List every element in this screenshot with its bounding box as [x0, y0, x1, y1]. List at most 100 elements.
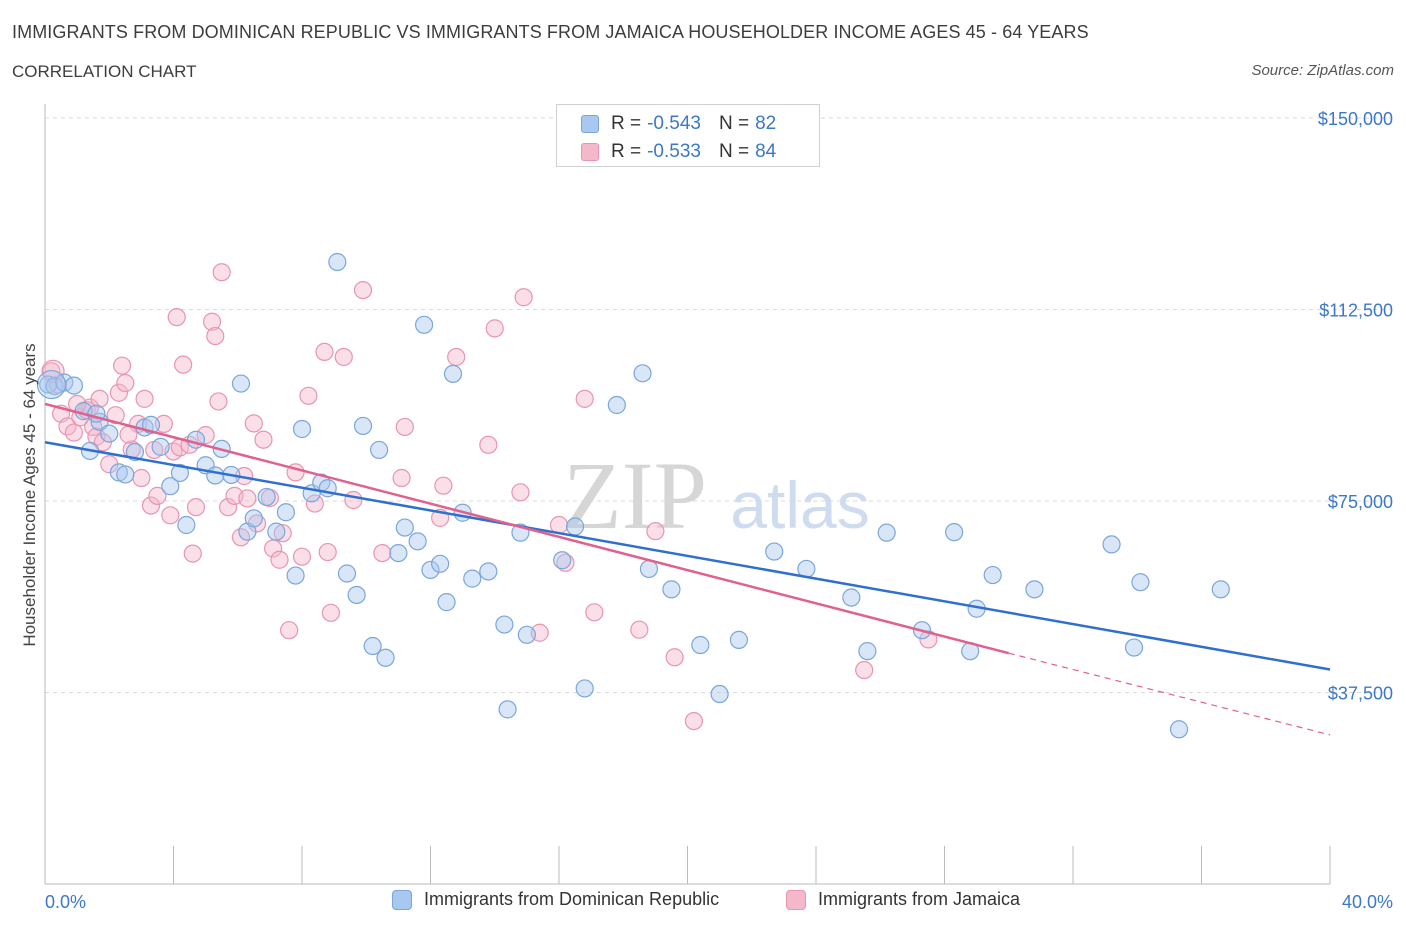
x-tick-label: 40.0% — [1342, 892, 1393, 912]
series-jamaica-points — [41, 263, 938, 731]
point-jamaica — [196, 426, 215, 445]
correlation-legend: R = -0.543 N = 82 R = -0.533 N = 84 — [556, 104, 820, 167]
point-jamaica — [206, 326, 225, 346]
point-jamaica — [109, 383, 128, 402]
point-jamaica — [119, 425, 138, 444]
point-jamaica — [112, 356, 132, 375]
watermark-zip: ZIP — [563, 442, 707, 549]
point-jamaica — [212, 263, 231, 282]
point-jamaica — [575, 389, 594, 408]
legend-r-value: -0.533 — [647, 141, 701, 162]
legend-swatch-pink — [581, 143, 599, 161]
point-dominican — [729, 630, 749, 650]
point-jamaica — [684, 711, 704, 731]
point-jamaica — [238, 489, 257, 508]
point-jamaica — [315, 342, 334, 361]
point-jamaica — [299, 386, 318, 405]
point-jamaica — [141, 496, 161, 515]
point-dominican — [1169, 720, 1189, 739]
point-jamaica — [186, 498, 206, 517]
point-dominican — [479, 562, 498, 581]
point-dominican — [45, 377, 64, 396]
legend-n-key: N = — [718, 113, 750, 134]
point-jamaica — [395, 417, 414, 437]
point-jamaica — [373, 543, 392, 563]
y-tick-label: $150,000 — [1318, 109, 1393, 129]
trendline-jamaica — [44, 402, 1010, 655]
point-jamaica — [344, 490, 363, 510]
point-jamaica — [485, 319, 504, 338]
x-tick-labels: 0.0% 40.0% — [45, 892, 1393, 912]
legend-r-key: R = — [611, 141, 642, 162]
bottom-legend-dominican: Immigrants from Dominican Republic — [392, 889, 719, 910]
point-jamaica — [116, 373, 135, 393]
point-dominican — [495, 615, 514, 634]
point-jamaica — [630, 620, 649, 639]
y-tick-label: $37,500 — [1328, 684, 1393, 704]
point-jamaica — [244, 414, 263, 433]
legend-n-value: 82 — [755, 113, 777, 134]
point-dominican — [443, 364, 463, 383]
point-dominican — [945, 523, 964, 542]
trendline-jamaica-extension — [1008, 652, 1331, 736]
point-jamaica — [280, 621, 299, 640]
point-dominican — [408, 532, 427, 551]
point-jamaica — [135, 389, 154, 408]
point-jamaica — [665, 648, 684, 667]
point-dominican — [1124, 638, 1144, 657]
point-dominican — [498, 700, 517, 719]
point-jamaica — [514, 288, 533, 307]
point-jamaica — [318, 542, 337, 562]
point-jamaica — [148, 486, 167, 505]
point-dominican — [517, 625, 536, 644]
point-dominican — [100, 424, 119, 443]
point-dominican — [1102, 535, 1121, 554]
axes — [44, 104, 1331, 885]
point-dominican — [389, 543, 408, 563]
point-dominican — [370, 440, 389, 460]
point-dominican — [877, 523, 896, 542]
point-dominican — [206, 466, 225, 485]
point-dominican — [353, 416, 373, 436]
point-jamaica — [855, 660, 874, 680]
bottom-legend-swatch-blue — [392, 889, 412, 910]
point-jamaica — [434, 476, 453, 495]
point-dominican — [276, 503, 296, 522]
legend-row-dominican: R = -0.543 N = 82 — [581, 112, 776, 136]
point-dominican — [565, 517, 585, 536]
bottom-legend-label: Immigrants from Dominican Republic — [424, 889, 720, 909]
point-jamaica — [305, 494, 324, 513]
point-dominican — [575, 679, 594, 698]
point-jamaica — [154, 414, 173, 433]
point-dominican — [437, 593, 456, 612]
point-jamaica — [321, 603, 341, 622]
point-jamaica — [64, 423, 84, 442]
bottom-legend-swatch-pink — [786, 889, 806, 910]
point-dominican — [286, 566, 305, 585]
point-dominican — [431, 554, 450, 573]
point-dominican — [363, 636, 382, 656]
point-dominican — [1131, 573, 1150, 592]
point-dominican — [710, 684, 729, 704]
y-tick-label: $75,000 — [1328, 492, 1393, 512]
point-dominican — [64, 376, 84, 395]
point-dominican — [842, 588, 861, 607]
point-jamaica — [106, 406, 125, 425]
x-tick-label: 0.0% — [45, 892, 86, 912]
point-jamaica — [646, 522, 665, 541]
point-jamaica — [132, 468, 151, 488]
legend-n-key: N = — [718, 141, 750, 162]
point-dominican — [395, 518, 414, 537]
trendlines — [44, 402, 1331, 736]
point-jamaica — [447, 347, 466, 367]
point-jamaica — [254, 430, 273, 449]
point-jamaica — [209, 392, 228, 411]
point-dominican — [463, 569, 482, 588]
point-dominican — [337, 564, 357, 583]
point-dominican — [983, 565, 1002, 585]
chart-subtitle: CORRELATION CHART — [12, 62, 197, 81]
bottom-legend-label: Immigrants from Jamaica — [818, 889, 1021, 909]
point-dominican — [267, 522, 286, 541]
point-dominican — [691, 635, 710, 655]
